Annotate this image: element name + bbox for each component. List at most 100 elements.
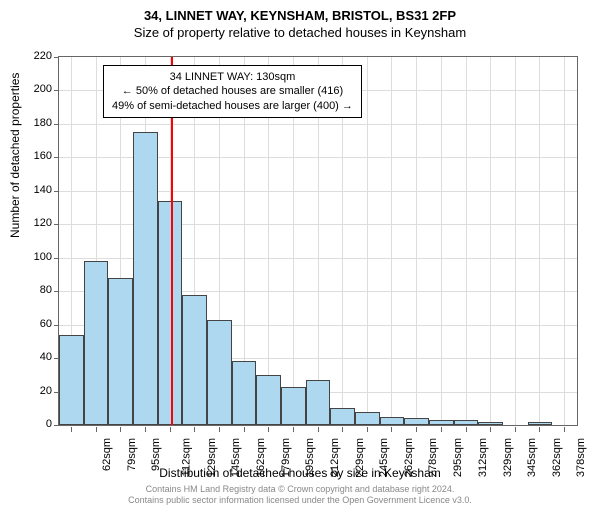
x-tick-label: 145sqm	[230, 438, 242, 477]
x-tick-mark	[145, 427, 146, 432]
y-tick-label: 180	[22, 117, 52, 129]
x-tick-mark	[268, 427, 269, 432]
annotation-line2: ← 50% of detached houses are smaller (41…	[122, 85, 343, 97]
gridline-vertical	[515, 57, 516, 425]
y-tick-mark	[54, 291, 59, 292]
x-tick-label: 245sqm	[378, 438, 390, 477]
footer-attribution: Contains HM Land Registry data © Crown c…	[0, 484, 600, 506]
x-tick-label: 79sqm	[126, 438, 138, 471]
annotation-box: 34 LINNET WAY: 130sqm ← 50% of detached h…	[103, 65, 362, 118]
title-main: 34, LINNET WAY, KEYNSHAM, BRISTOL, BS31 …	[0, 8, 600, 23]
x-tick-label: 362sqm	[551, 438, 563, 477]
histogram-bar	[330, 408, 355, 425]
y-tick-label: 40	[22, 351, 52, 363]
histogram-bar	[429, 420, 454, 425]
x-tick-mark	[441, 427, 442, 432]
x-tick-mark	[490, 427, 491, 432]
chart-area: 34 LINNET WAY: 130sqm ← 50% of detached h…	[58, 56, 578, 426]
x-tick-mark	[318, 427, 319, 432]
histogram-bar	[281, 387, 306, 425]
y-tick-mark	[54, 191, 59, 192]
histogram-bar	[380, 417, 404, 425]
gridline-vertical	[416, 57, 417, 425]
x-tick-label: 129sqm	[206, 438, 218, 477]
x-tick-label: 212sqm	[329, 438, 341, 477]
y-tick-label: 200	[22, 83, 52, 95]
y-tick-mark	[54, 90, 59, 91]
y-tick-label: 120	[22, 217, 52, 229]
x-tick-label: 162sqm	[255, 438, 267, 477]
gridline-vertical	[466, 57, 467, 425]
x-tick-mark	[539, 427, 540, 432]
y-tick-label: 160	[22, 150, 52, 162]
y-tick-label: 20	[22, 385, 52, 397]
y-tick-label: 60	[22, 318, 52, 330]
x-tick-label: 378sqm	[575, 438, 587, 477]
x-tick-label: 329sqm	[502, 438, 514, 477]
histogram-bar	[84, 261, 108, 425]
x-tick-label: 278sqm	[427, 438, 439, 477]
x-tick-mark	[194, 427, 195, 432]
y-tick-mark	[54, 258, 59, 259]
x-tick-mark	[416, 427, 417, 432]
histogram-bar	[256, 375, 281, 425]
footer-line2: Contains public sector information licen…	[128, 495, 472, 505]
histogram-bar	[355, 412, 380, 425]
y-tick-label: 140	[22, 184, 52, 196]
histogram-bar	[232, 361, 256, 425]
histogram-bar	[158, 201, 182, 425]
x-tick-label: 62sqm	[101, 438, 113, 471]
x-tick-label: 179sqm	[280, 438, 292, 477]
histogram-bar	[207, 320, 232, 425]
x-tick-label: 345sqm	[526, 438, 538, 477]
histogram-bar	[108, 278, 133, 425]
y-tick-mark	[54, 124, 59, 125]
x-tick-mark	[96, 427, 97, 432]
gridline-vertical	[391, 57, 392, 425]
gridline-vertical	[564, 57, 565, 425]
y-tick-label: 0	[22, 418, 52, 430]
x-tick-label: 112sqm	[180, 438, 192, 476]
y-tick-label: 220	[22, 50, 52, 62]
x-tick-mark	[244, 427, 245, 432]
x-tick-label: 95sqm	[150, 438, 162, 471]
title-sub: Size of property relative to detached ho…	[0, 25, 600, 40]
x-tick-mark	[367, 427, 368, 432]
x-tick-mark	[391, 427, 392, 432]
x-tick-mark	[219, 427, 220, 432]
x-tick-mark	[564, 427, 565, 432]
histogram-bar	[454, 420, 478, 425]
x-tick-label: 262sqm	[403, 438, 415, 477]
y-tick-label: 100	[22, 251, 52, 263]
footer-line1: Contains HM Land Registry data © Crown c…	[146, 484, 455, 494]
histogram-bar	[478, 422, 503, 425]
x-tick-mark	[170, 427, 171, 432]
gridline-vertical	[539, 57, 540, 425]
y-tick-mark	[54, 425, 59, 426]
histogram-bar	[306, 380, 330, 425]
x-tick-mark	[293, 427, 294, 432]
histogram-bar	[528, 422, 552, 425]
x-tick-mark	[466, 427, 467, 432]
histogram-bar	[133, 132, 158, 425]
histogram-bar	[59, 335, 84, 425]
annotation-line3: 49% of semi-detached houses are larger (…	[112, 100, 353, 112]
x-tick-label: 312sqm	[477, 438, 489, 477]
y-tick-mark	[54, 157, 59, 158]
gridline-vertical	[490, 57, 491, 425]
histogram-bar	[182, 295, 207, 425]
y-tick-label: 80	[22, 284, 52, 296]
y-tick-mark	[54, 325, 59, 326]
x-tick-mark	[71, 427, 72, 432]
gridline-vertical	[367, 57, 368, 425]
histogram-bar	[404, 418, 429, 425]
y-tick-mark	[54, 57, 59, 58]
y-tick-mark	[54, 224, 59, 225]
x-tick-mark	[515, 427, 516, 432]
x-tick-mark	[120, 427, 121, 432]
gridline-vertical	[441, 57, 442, 425]
x-tick-label: 195sqm	[304, 438, 316, 477]
x-tick-mark	[342, 427, 343, 432]
annotation-line1: 34 LINNET WAY: 130sqm	[170, 71, 296, 83]
x-tick-label: 295sqm	[452, 438, 464, 477]
